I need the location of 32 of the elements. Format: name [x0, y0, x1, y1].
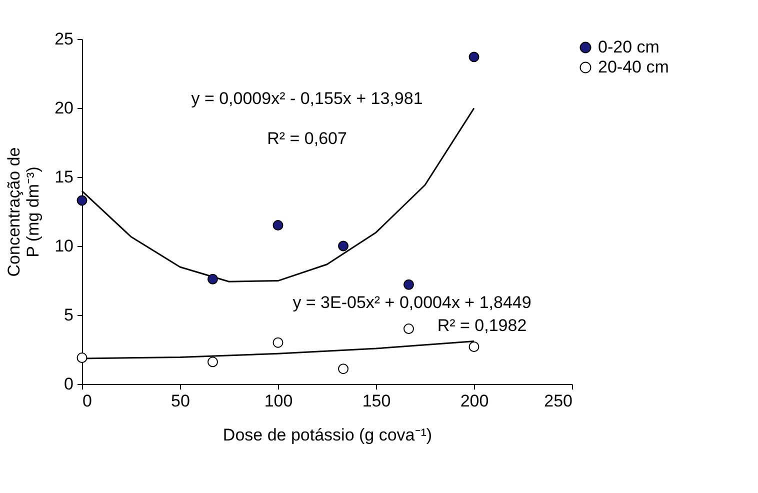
x-tick-label: 0: [82, 392, 92, 410]
point: [403, 324, 414, 334]
x-tick-label: 200: [460, 392, 489, 410]
point: [76, 352, 88, 364]
y-tick-label: 20: [54, 98, 74, 118]
point: [272, 337, 284, 348]
x-tick-label: 150: [362, 392, 391, 410]
x-tick-label: 100: [264, 392, 293, 410]
y-tick-label: 5: [64, 306, 74, 324]
point: [207, 356, 218, 368]
point: [468, 342, 480, 352]
y-tick-label: 10: [54, 236, 74, 256]
legend-label: 20-40 cm: [598, 58, 669, 76]
x-tick-label: 50: [171, 392, 190, 410]
annotation: R² = 0,1982: [437, 316, 527, 335]
x-tick-label: 250: [544, 392, 572, 410]
point: [207, 274, 218, 284]
point: [338, 364, 349, 374]
point: [338, 240, 349, 252]
point: [272, 220, 284, 231]
y-tick-label: 15: [54, 168, 74, 186]
point: [76, 195, 88, 206]
y-tick-label: 25: [54, 30, 74, 48]
x-axis-title: Dose de potássio (g cova⁻¹): [222, 426, 432, 444]
annotation: y = 0,0009x² - 0,155x + 13,981: [191, 89, 423, 108]
point: [468, 52, 480, 62]
y-axis-title: Concentração de P (mg dm⁻³): [4, 147, 43, 277]
annotation: y = 3E-05x² + 0,0004x + 1,8449: [292, 293, 532, 312]
point: [403, 279, 414, 290]
annotation: R² = 0,607: [267, 129, 347, 148]
y-tick-label: 0: [64, 374, 74, 394]
legend-label: 0-20 cm: [598, 38, 660, 56]
